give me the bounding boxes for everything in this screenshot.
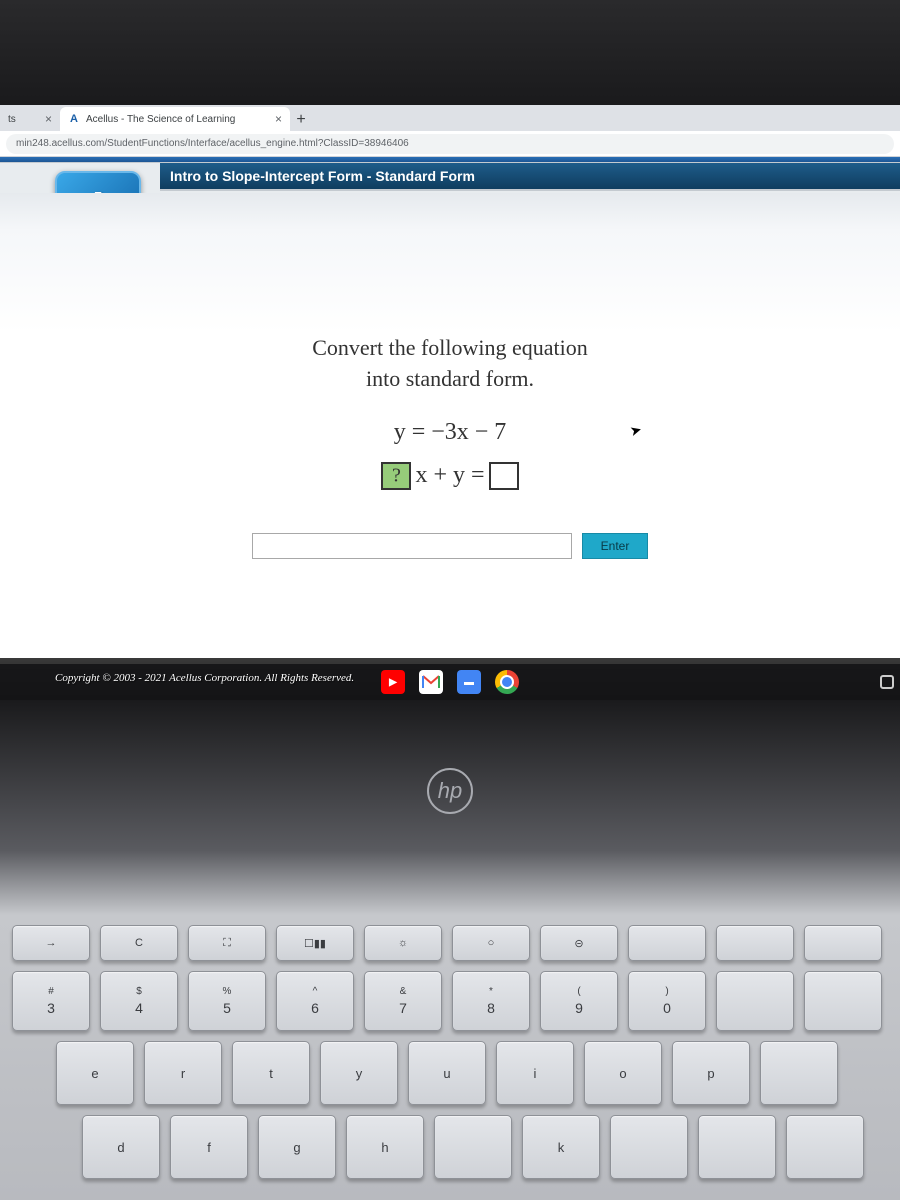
given-equation: y = −3x − 7 <box>240 419 660 446</box>
key-6[interactable]: ^6 <box>276 971 354 1031</box>
key-fn[interactable] <box>804 925 882 961</box>
key-o[interactable]: o <box>584 1041 662 1105</box>
key[interactable] <box>804 971 882 1031</box>
browser-tab-strip: ts × A Acellus - The Science of Learning… <box>0 105 900 131</box>
key-0[interactable]: )0 <box>628 971 706 1031</box>
key[interactable] <box>698 1115 776 1179</box>
keyboard-fn-row: → C ⛶ ☐▮▮ ☼ ○ ⊝ <box>12 925 900 961</box>
hp-logo: hp <box>427 768 473 814</box>
acellus-app: Intro to Slope-Intercept Form - Standard… <box>0 157 900 700</box>
key-fn[interactable]: → <box>12 925 90 961</box>
lesson-title-text: Intro to Slope-Intercept Form - Standard… <box>170 168 475 184</box>
keyboard-letter-row-1: e r t y u i o p <box>12 1041 900 1105</box>
key-k[interactable]: k <box>522 1115 600 1179</box>
key-d[interactable]: d <box>82 1115 160 1179</box>
key-t[interactable]: t <box>232 1041 310 1105</box>
key-fn[interactable]: ⊝ <box>540 925 618 961</box>
problem-line-2: into standard form. <box>366 366 534 391</box>
answer-box-constant[interactable] <box>489 462 519 490</box>
key[interactable] <box>716 971 794 1031</box>
key-fn[interactable]: ☐▮▮ <box>276 925 354 961</box>
new-tab-button[interactable]: + <box>290 109 312 131</box>
key-4[interactable]: $4 <box>100 971 178 1031</box>
key-fn[interactable]: ☼ <box>364 925 442 961</box>
tab-label: ts <box>8 114 39 125</box>
youtube-icon[interactable]: ▶ <box>381 670 405 694</box>
key-h[interactable]: h <box>346 1115 424 1179</box>
key[interactable] <box>434 1115 512 1179</box>
key-7[interactable]: &7 <box>364 971 442 1031</box>
address-bar[interactable]: min248.acellus.com/StudentFunctions/Inte… <box>6 134 894 154</box>
copyright-text: Copyright © 2003 - 2021 Acellus Corporat… <box>55 672 354 684</box>
answer-template: x + y = <box>240 462 660 490</box>
key-u[interactable]: u <box>408 1041 486 1105</box>
laptop-screen: ts × A Acellus - The Science of Learning… <box>0 105 900 700</box>
answer-row: Enter <box>252 533 648 559</box>
problem-line-1: Convert the following equation <box>312 335 588 360</box>
acellus-favicon: A <box>68 113 80 125</box>
answer-template-text: x + y = <box>415 462 484 489</box>
key-fn[interactable]: ⛶ <box>188 925 266 961</box>
chrome-icon[interactable] <box>495 670 519 694</box>
key-e[interactable]: e <box>56 1041 134 1105</box>
key-f[interactable]: f <box>170 1115 248 1179</box>
key[interactable] <box>610 1115 688 1179</box>
key-fn[interactable]: ○ <box>452 925 530 961</box>
key-9[interactable]: (9 <box>540 971 618 1031</box>
lesson-title-bar: Intro to Slope-Intercept Form - Standard… <box>160 163 900 191</box>
key[interactable] <box>760 1041 838 1105</box>
problem-prompt: Convert the following equation into stan… <box>240 333 660 395</box>
gmail-icon[interactable] <box>419 670 443 694</box>
docs-icon[interactable]: ▬ <box>457 670 481 694</box>
browser-tab-inactive[interactable]: ts × <box>0 107 60 131</box>
key-fn[interactable]: C <box>100 925 178 961</box>
content-panel: Convert the following equation into stan… <box>0 193 900 658</box>
key-g[interactable]: g <box>258 1115 336 1179</box>
key-3[interactable]: #3 <box>12 971 90 1031</box>
key-5[interactable]: %5 <box>188 971 266 1031</box>
laptop-bezel-top <box>0 0 900 105</box>
key-r[interactable]: r <box>144 1041 222 1105</box>
key-y[interactable]: y <box>320 1041 398 1105</box>
keyboard-num-row: #3 $4 %5 ^6 &7 *8 (9 )0 <box>12 971 900 1031</box>
answer-input[interactable] <box>252 533 572 559</box>
close-icon[interactable]: × <box>45 112 52 126</box>
browser-tab-active[interactable]: A Acellus - The Science of Learning × <box>60 107 290 131</box>
close-icon[interactable]: × <box>275 112 282 126</box>
key-fn[interactable] <box>716 925 794 961</box>
answer-box-coefficient[interactable] <box>381 462 411 490</box>
enter-button[interactable]: Enter <box>582 533 648 559</box>
shelf-status-icon[interactable] <box>880 675 894 689</box>
key[interactable] <box>786 1115 864 1179</box>
key-p[interactable]: p <box>672 1041 750 1105</box>
laptop-keyboard: → C ⛶ ☐▮▮ ☼ ○ ⊝ #3 $4 %5 ^6 &7 *8 (9 )0 … <box>0 915 900 1200</box>
tab-title: Acellus - The Science of Learning <box>86 114 269 125</box>
key-i[interactable]: i <box>496 1041 574 1105</box>
url-text: min248.acellus.com/StudentFunctions/Inte… <box>16 138 409 149</box>
key-8[interactable]: *8 <box>452 971 530 1031</box>
key-fn[interactable] <box>628 925 706 961</box>
keyboard-letter-row-2: d f g h k <box>12 1115 900 1179</box>
browser-toolbar: min248.acellus.com/StudentFunctions/Inte… <box>0 131 900 157</box>
problem-block: Convert the following equation into stan… <box>240 333 660 490</box>
